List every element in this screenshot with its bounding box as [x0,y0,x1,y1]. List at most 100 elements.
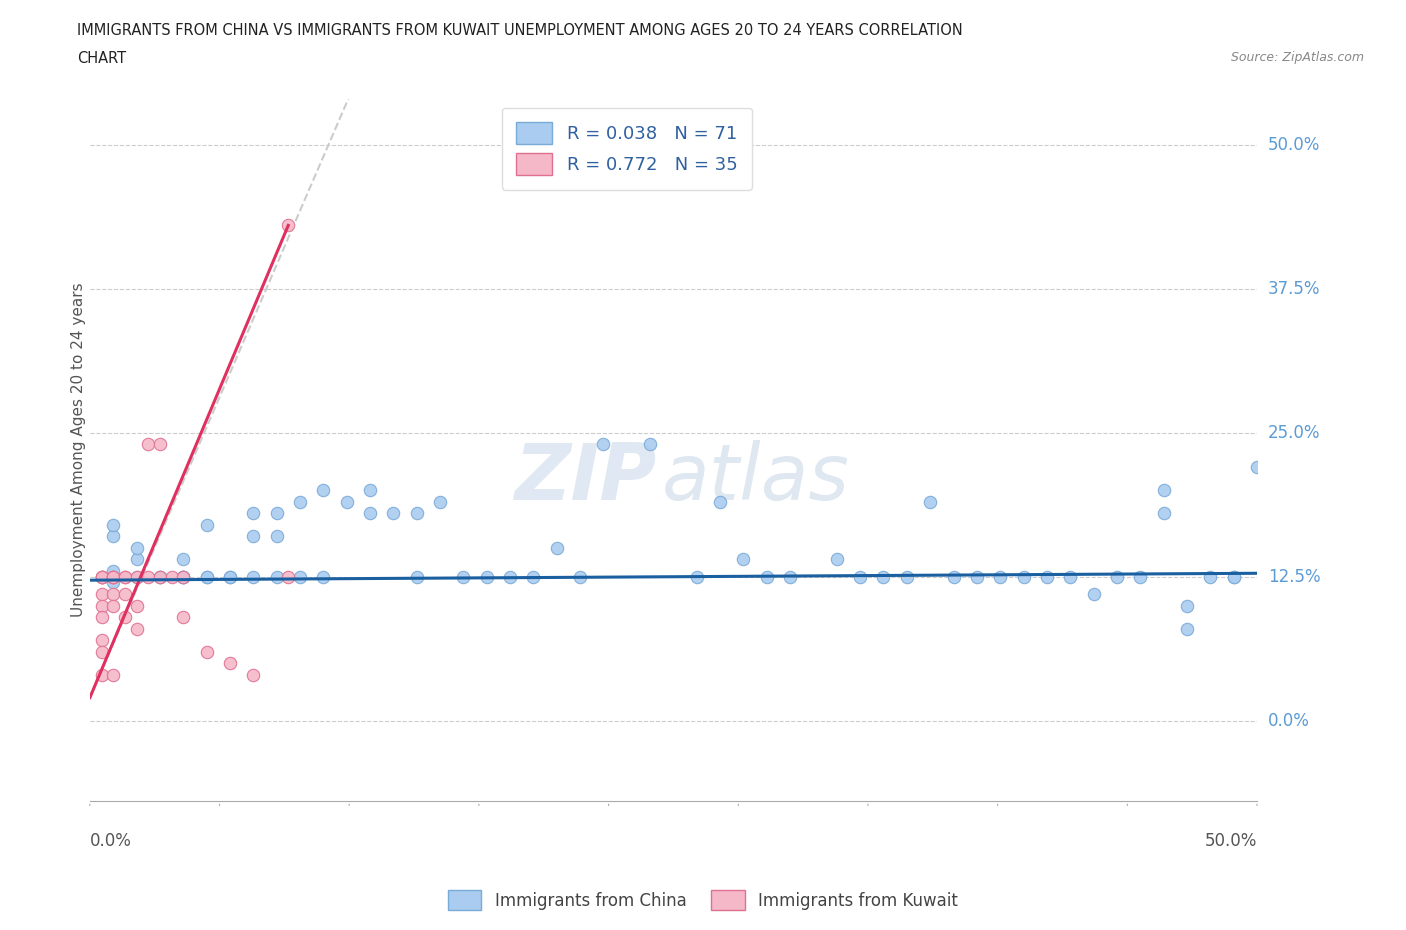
Point [1222,569,1244,584]
Point [103,587,125,602]
Point [755,569,778,584]
Point [103,667,125,682]
Point [172,609,194,624]
Point [90,598,112,613]
Point [195,644,218,659]
Point [172,569,194,584]
Point [90,569,112,584]
Text: CHART: CHART [77,51,127,66]
Point [149,569,172,584]
Point [125,552,148,567]
Point [1059,569,1081,584]
Text: atlas: atlas [662,440,849,516]
Point [1012,569,1035,584]
Legend: R = 0.038   N = 71, R = 0.772   N = 35: R = 0.038 N = 71, R = 0.772 N = 35 [502,108,752,190]
Point [266,569,288,584]
Point [288,569,311,584]
Point [1222,569,1244,584]
Point [920,495,942,510]
Text: ZIP: ZIP [513,440,657,516]
Point [312,569,335,584]
Point [405,569,427,584]
Text: 50.0%: 50.0% [1268,136,1320,153]
Point [779,569,801,584]
Text: 12.5%: 12.5% [1268,567,1320,586]
Text: 37.5%: 37.5% [1268,280,1320,298]
Point [942,569,965,584]
Point [103,564,125,578]
Text: 50.0%: 50.0% [1205,832,1257,850]
Point [195,569,218,584]
Point [90,587,112,602]
Point [569,569,592,584]
Point [382,506,405,521]
Point [219,569,242,584]
Point [103,598,125,613]
Point [266,506,288,521]
Y-axis label: Unemployment Among Ages 20 to 24 years: Unemployment Among Ages 20 to 24 years [72,283,86,618]
Point [359,506,381,521]
Point [733,552,755,567]
Point [125,569,148,584]
Point [160,569,183,584]
Point [90,569,112,584]
Text: 0.0%: 0.0% [90,832,132,850]
Legend: Immigrants from China, Immigrants from Kuwait: Immigrants from China, Immigrants from K… [441,884,965,917]
Point [125,569,148,584]
Point [475,569,498,584]
Point [114,569,136,584]
Point [277,569,299,584]
Text: IMMIGRANTS FROM CHINA VS IMMIGRANTS FROM KUWAIT UNEMPLOYMENT AMONG AGES 20 TO 24: IMMIGRANTS FROM CHINA VS IMMIGRANTS FROM… [77,23,963,38]
Point [638,437,661,452]
Point [429,495,451,510]
Point [1175,598,1198,613]
Point [90,569,112,584]
Point [242,667,264,682]
Point [103,569,125,584]
Point [499,569,522,584]
Point [592,437,614,452]
Point [90,667,112,682]
Point [125,598,148,613]
Point [453,569,475,584]
Point [849,569,872,584]
Point [172,569,194,584]
Point [1175,621,1198,636]
Point [359,483,381,498]
Point [312,483,335,498]
Point [149,569,172,584]
Point [1199,569,1222,584]
Point [242,529,264,544]
Point [966,569,988,584]
Point [103,569,125,584]
Point [288,495,311,510]
Point [195,569,218,584]
Point [405,506,427,521]
Point [522,569,544,584]
Text: 25.0%: 25.0% [1268,424,1320,442]
Point [195,517,218,532]
Point [90,632,112,647]
Point [872,569,894,584]
Point [125,540,148,555]
Point [103,569,125,584]
Point [1153,506,1175,521]
Point [172,569,194,584]
Point [266,529,288,544]
Point [149,569,172,584]
Point [90,569,112,584]
Point [1153,483,1175,498]
Point [896,569,918,584]
Point [219,569,242,584]
Point [103,529,125,544]
Point [90,644,112,659]
Point [1036,569,1059,584]
Point [125,621,148,636]
Point [136,437,159,452]
Point [686,569,709,584]
Point [242,569,264,584]
Point [172,552,194,567]
Point [172,569,194,584]
Point [1105,569,1128,584]
Point [825,552,848,567]
